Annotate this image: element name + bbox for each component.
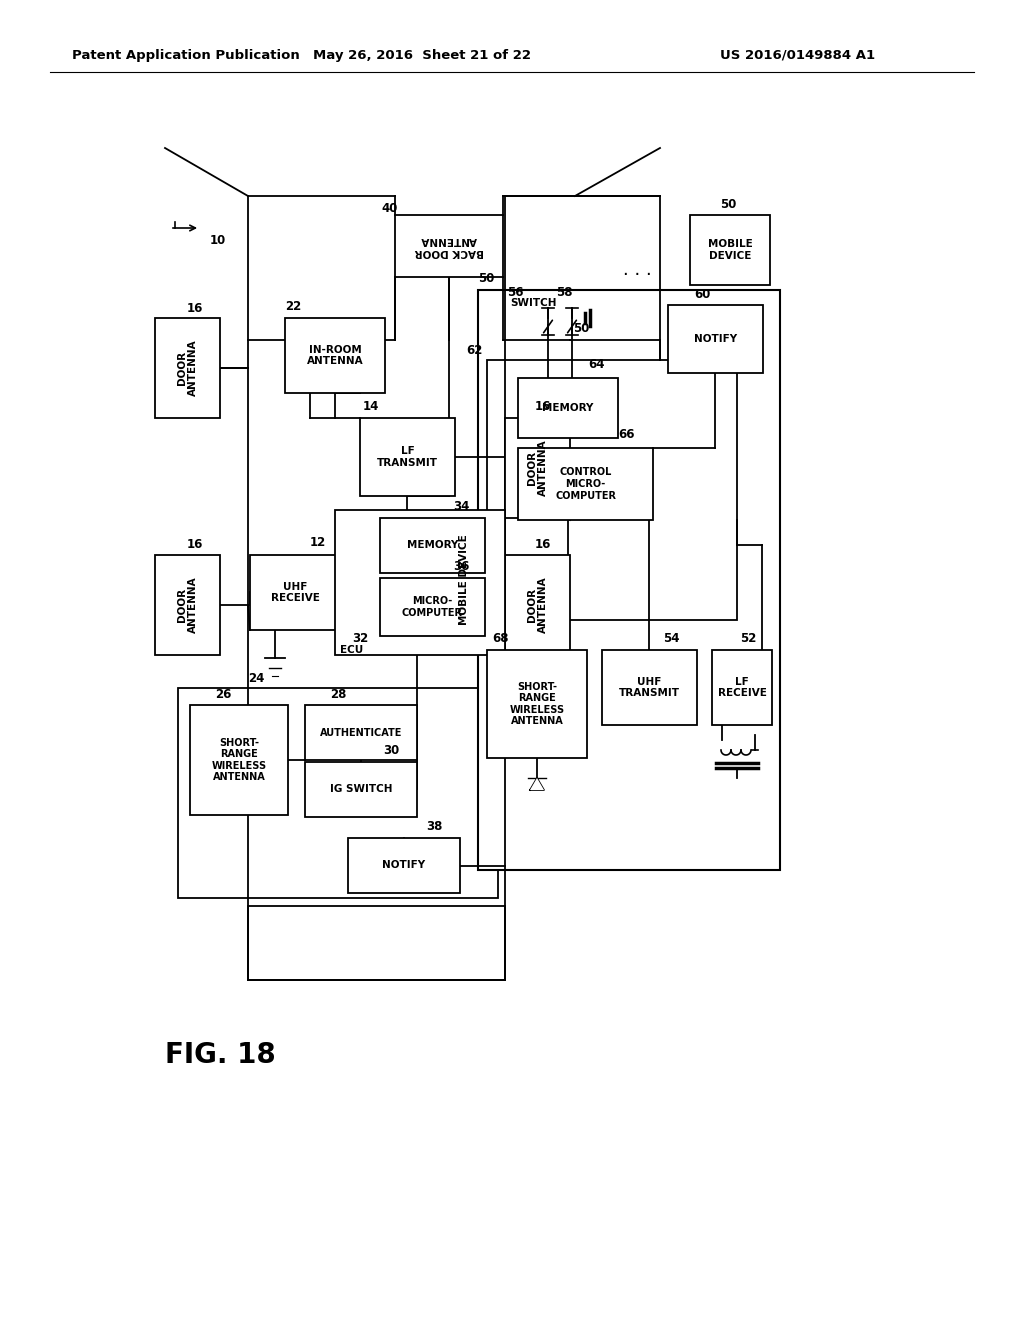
Bar [155,318,220,418]
Text: 36: 36 [453,560,469,573]
Text: 24: 24 [248,672,264,685]
Bar [155,554,220,655]
Text: MEMORY: MEMORY [543,403,594,413]
Text: SHORT-
RANGE
WIRELESS
ANTENNA: SHORT- RANGE WIRELESS ANTENNA [509,681,564,726]
Text: MICRO-
COMPUTER: MICRO- COMPUTER [402,597,463,618]
Text: FIG. 18: FIG. 18 [165,1041,275,1069]
Text: 38: 38 [426,820,442,833]
Text: SHORT-
RANGE
WIRELESS
ANTENNA: SHORT- RANGE WIRELESS ANTENNA [211,738,266,783]
Bar [305,705,417,760]
Polygon shape [530,777,544,789]
Bar [487,360,737,620]
Text: AUTHENTICATE: AUTHENTICATE [319,727,402,738]
Text: 50: 50 [478,272,495,285]
Bar [712,649,772,725]
Bar [380,517,485,573]
Text: 68: 68 [492,631,509,644]
Text: IN-ROOM
ANTENNA: IN-ROOM ANTENNA [306,345,364,366]
Bar [335,510,505,655]
Text: 50: 50 [720,198,736,210]
Text: 10: 10 [210,234,226,247]
Text: MOBILE DEVICE: MOBILE DEVICE [459,535,469,626]
Text: DOOR
ANTENNA: DOOR ANTENNA [177,577,199,634]
Text: LF
TRANSMIT: LF TRANSMIT [377,446,438,467]
Text: 16: 16 [535,400,551,413]
Bar [348,838,460,894]
Text: 50: 50 [573,322,590,334]
Text: 40: 40 [382,202,398,214]
Text: 56: 56 [507,285,523,298]
Text: 60: 60 [694,288,711,301]
Text: 34: 34 [453,499,469,512]
Text: CONTROL
MICRO-
COMPUTER: CONTROL MICRO- COMPUTER [555,467,616,500]
Bar [285,318,385,393]
Bar [250,554,340,630]
Bar [190,705,288,814]
Text: IG SWITCH: IG SWITCH [330,784,392,795]
Text: MOBILE
DEVICE: MOBILE DEVICE [708,239,753,261]
Text: 16: 16 [186,539,203,552]
Bar [518,447,653,520]
Text: SWITCH: SWITCH [510,298,556,308]
Text: NOTIFY: NOTIFY [694,334,737,345]
Text: 16: 16 [186,301,203,314]
Bar [360,418,455,496]
Bar [248,906,505,979]
Bar [380,578,485,636]
Bar [690,215,770,285]
Bar [478,290,780,870]
Text: DOOR
ANTENNA: DOOR ANTENNA [177,339,199,396]
Text: LF
RECEIVE: LF RECEIVE [718,677,766,698]
Text: 66: 66 [618,429,635,441]
Text: 58: 58 [556,285,572,298]
Bar [668,305,763,374]
Text: DOOR
ANTENNA: DOOR ANTENNA [526,440,548,496]
Text: Patent Application Publication: Patent Application Publication [72,49,300,62]
Text: 22: 22 [285,300,301,313]
Text: 16: 16 [535,539,551,552]
Text: NOTIFY: NOTIFY [382,861,426,870]
Text: DOOR
ANTENNA: DOOR ANTENNA [526,577,548,634]
Bar [305,762,417,817]
Text: May 26, 2016  Sheet 21 of 22: May 26, 2016 Sheet 21 of 22 [313,49,531,62]
Text: BACK DOOR
ANTENNA: BACK DOOR ANTENNA [415,235,483,257]
Text: . . .: . . . [623,261,651,279]
Text: 32: 32 [352,631,369,644]
Bar [487,649,587,758]
Text: 30: 30 [383,743,399,756]
Text: 62: 62 [467,343,483,356]
Text: 12: 12 [310,536,327,549]
Text: 64: 64 [588,359,604,371]
Text: 54: 54 [663,631,680,644]
Text: ECU: ECU [340,645,364,655]
Bar [178,688,498,898]
Text: 14: 14 [362,400,379,413]
Text: US 2016/0149884 A1: US 2016/0149884 A1 [720,49,876,62]
Text: UHF
RECEIVE: UHF RECEIVE [270,582,319,603]
Text: UHF
TRANSMIT: UHF TRANSMIT [618,677,680,698]
Text: 28: 28 [330,688,346,701]
Bar [395,215,503,277]
Text: 52: 52 [740,631,757,644]
Text: MEMORY: MEMORY [407,540,458,550]
Bar [602,649,697,725]
Bar [518,378,618,438]
Text: 26: 26 [215,688,231,701]
Bar [505,554,570,655]
Bar [505,418,570,517]
